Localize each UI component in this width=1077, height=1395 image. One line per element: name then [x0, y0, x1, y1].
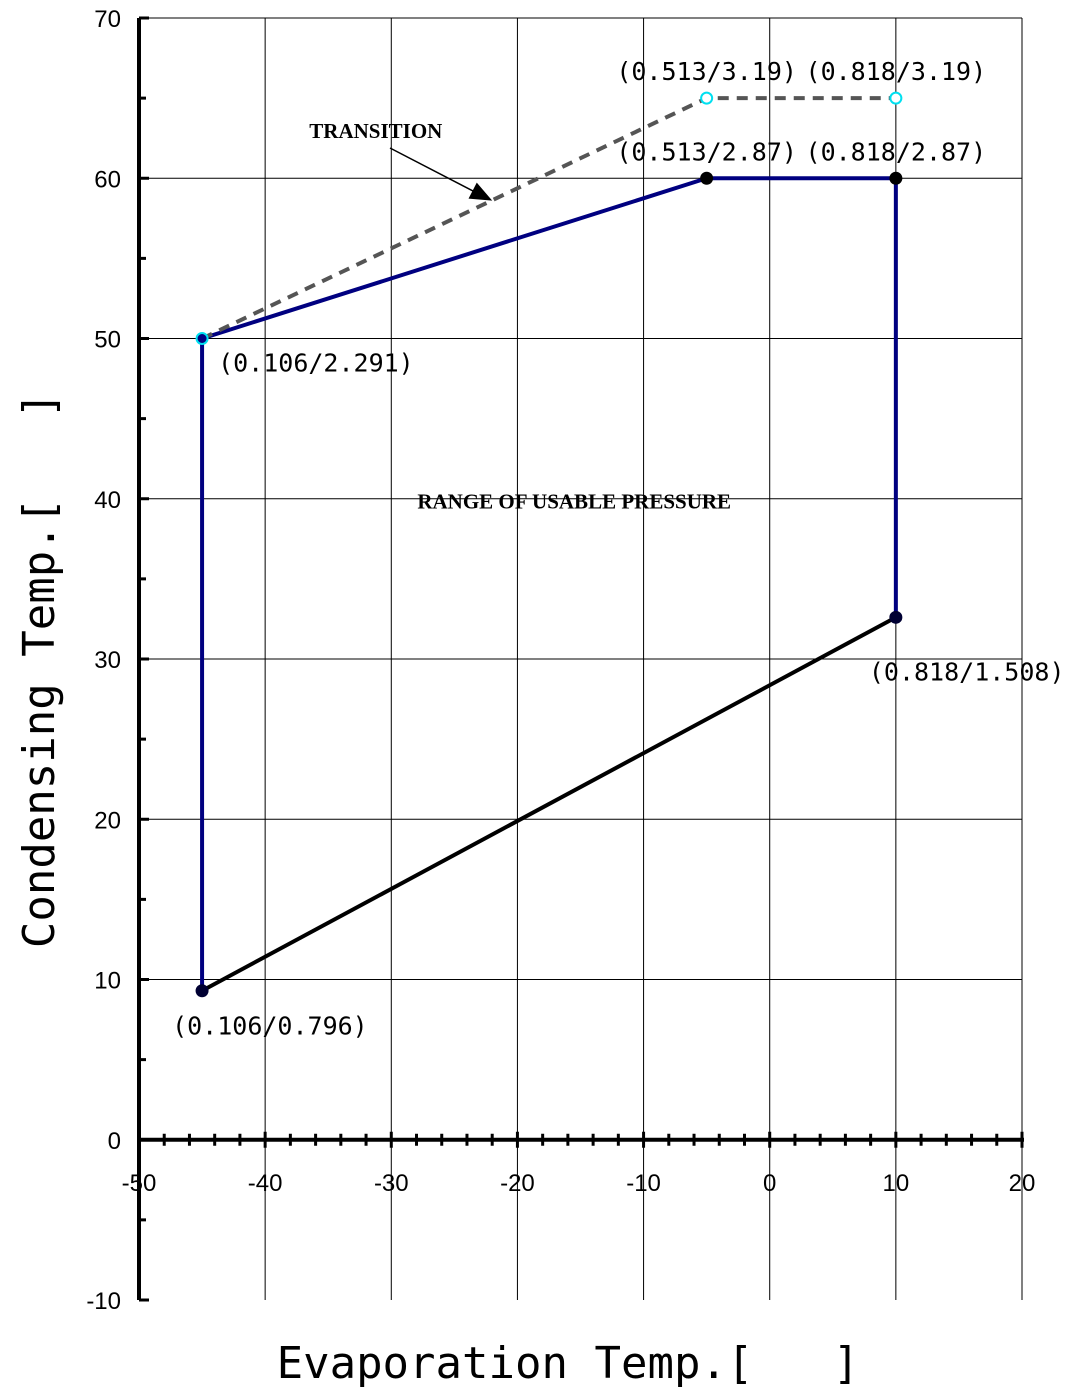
x-tick-label: -10 [626, 1170, 661, 1197]
point-label: (0.106/0.796) [172, 1012, 368, 1041]
y-tick-label: 40 [94, 487, 121, 514]
transition-arrow-head [468, 182, 493, 201]
y-tick-label: 70 [94, 6, 121, 33]
point-label: (0.106/2.291) [218, 349, 414, 378]
x-tick-label: 0 [763, 1170, 776, 1197]
annot-layer: TRANSITION RANGE OF USABLE PRESSURE [309, 119, 731, 513]
range-label: RANGE OF USABLE PRESSURE [417, 489, 731, 513]
axes: -10 0 10 20 30 40 50 60 70 -50 -40 -30 -20 -10 0 10 20 [86, 6, 1035, 1315]
point-label: (0.818/2.87) [806, 137, 987, 166]
point-label: (0.818/3.19) [806, 57, 987, 86]
data-point [889, 171, 903, 185]
x-axis-title: Evaporation Temp.[ ] [277, 1338, 860, 1389]
y-tick-label: 0 [108, 1128, 121, 1155]
data-point [195, 984, 209, 998]
y-axis-title: Condensing Temp.[ ] [14, 392, 65, 948]
y-tick-label: -10 [86, 1288, 121, 1315]
data-point [700, 91, 714, 105]
x-tick-label: -30 [374, 1170, 409, 1197]
x-tick-label: 10 [883, 1170, 910, 1197]
data-point [889, 610, 903, 624]
data-point [889, 91, 903, 105]
x-tick-label: 20 [1009, 1170, 1036, 1197]
y-tick-label: 20 [94, 807, 121, 834]
label-layer: (0.513/3.19) (0.818/3.19) (0.513/2.87) (0.8… [172, 57, 1064, 1041]
transition-arrow-line [389, 147, 479, 195]
series-line-3 [201, 96, 896, 341]
data-point [195, 332, 209, 345]
series-line-1 [200, 176, 898, 991]
x-tick-label: -40 [248, 1170, 283, 1197]
x-tick-label: -20 [500, 1170, 535, 1197]
point-label: (0.513/3.19) [616, 57, 797, 86]
y-tick-label: 60 [94, 166, 121, 193]
marker-layer [195, 91, 903, 998]
y-tick-label: 10 [94, 968, 121, 995]
point-label: (0.818/1.508) [869, 657, 1065, 686]
series-line-2 [201, 615, 897, 993]
data-point [700, 171, 714, 185]
y-tick-label: 30 [94, 647, 121, 674]
point-label: (0.513/2.87) [616, 137, 797, 166]
y-tick-label: 50 [94, 327, 121, 354]
series-layer [200, 96, 898, 993]
transition-label: TRANSITION [309, 119, 442, 143]
x-tick-label: -50 [122, 1170, 157, 1197]
